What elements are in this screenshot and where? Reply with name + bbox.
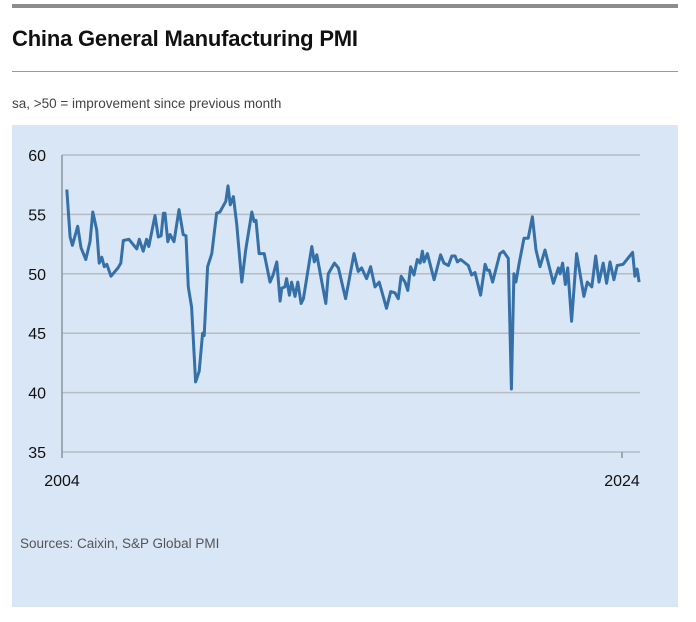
chart-panel [12,125,678,607]
y-axis-ticks: 60 55 50 45 40 35 [28,148,46,462]
y-tick-label: 45 [28,326,46,343]
chart-title: China General Manufacturing PMI [12,26,358,51]
x-axis-ticks: 2004 2024 [44,452,640,490]
source-note: Sources: Caixin, S&P Global PMI [20,536,220,551]
x-tick-label: 2024 [604,473,640,490]
title-divider [12,71,678,72]
y-tick-label: 35 [28,445,46,462]
y-tick-label: 40 [28,386,46,403]
y-tick-label: 60 [28,148,46,165]
y-tick-label: 55 [28,207,46,224]
chart-subtitle: sa, >50 = improvement since previous mon… [12,96,282,111]
data-points [65,184,640,390]
x-tick-label: 2004 [44,473,80,490]
top-accent-bar [12,4,678,8]
gridlines [62,154,640,453]
y-tick-label: 50 [28,267,46,284]
pmi-series-line [65,184,641,391]
